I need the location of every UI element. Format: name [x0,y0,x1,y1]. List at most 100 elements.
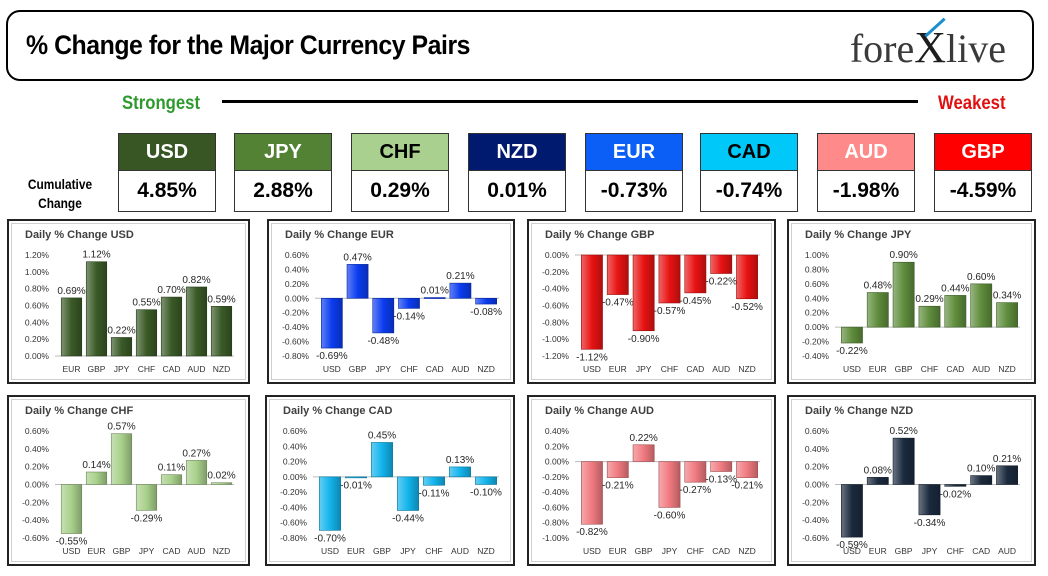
strength-scale-line [222,100,918,103]
chart-plot-nzd: -0.60% -0.40% -0.20% 0.00% 0.20% 0.40% 0.60% -0… [802,426,1021,556]
y-tick-label: -0.60% [802,533,829,543]
y-tick-label: -0.20% [542,472,569,482]
data-label: 0.01% [421,286,449,297]
data-label: 0.11% [158,463,186,474]
data-label: -0.82% [576,527,608,538]
logo-x-mark: X [914,17,946,73]
bar-cad [160,296,183,357]
data-label: -0.69% [316,351,348,362]
y-tick-label: 0.20% [805,308,830,318]
weakest-label: Weakest [938,93,1006,114]
x-tick-label: NZD [998,364,1015,374]
data-label: -0.21% [602,481,634,492]
strongest-label: Strongest [122,93,201,114]
y-tick-label: 0.00% [25,351,50,361]
currency-name: EUR [585,133,683,171]
chart-panel-gbp: Daily % Change GBP -1.20% -1.00% -0.80% -0.6… [527,219,776,384]
chart-panel-jpy: Daily % Change JPY -0.40% -0.20% 0.00% 0.20%… [787,219,1036,384]
x-tick-label: USD [321,546,339,556]
bar-gbp [632,444,655,462]
data-label: -1.12% [576,352,608,363]
bar-aud [449,466,471,478]
bar-chf [684,461,707,483]
bar-gbp [110,433,133,485]
x-tick-label: CAD [426,364,444,374]
y-tick-label: 1.00% [25,267,50,277]
x-tick-label: CHF [921,364,938,374]
data-label: -0.10% [470,488,502,499]
bar-aud [185,286,208,357]
bar-cad [970,475,993,485]
x-tick-label: JPY [662,546,678,556]
bar-cad [944,295,967,328]
bar-eur [866,477,889,485]
y-tick-label: -0.40% [542,284,569,294]
y-tick-label: -0.60% [542,301,569,311]
data-label: -0.22% [836,346,868,357]
currency-box-chf: CHF 0.29% [351,133,449,212]
bar-nzd [996,302,1018,328]
data-label: 0.59% [207,294,235,305]
cumulative-value: -1.98% [817,171,915,212]
y-tick-label: 0.60% [805,279,830,289]
x-tick-label: JPY [114,364,130,374]
bar-gbp [85,261,108,357]
bar-eur [606,254,629,295]
chart-title: Daily % Change CHF [25,405,134,417]
data-label: 0.90% [889,250,917,261]
y-tick-label: 0.00% [25,480,50,490]
chart-plot-eur: -0.80% -0.60% -0.40% -0.20% 0.00% 0.20% 0.40% 0… [282,250,502,374]
bar-nzd [736,461,758,478]
x-tick-label: GBP [895,546,913,556]
y-tick-label: 0.60% [283,426,308,436]
bar-gbp [892,261,915,328]
bar-usd [319,476,341,531]
y-tick-label: -0.60% [280,518,307,528]
bar-eur [345,476,367,479]
x-tick-label: USD [843,546,861,556]
y-tick-label: -0.40% [542,487,569,497]
chart-title: Daily % Change NZD [805,405,914,417]
currency-box-cad: CAD -0.74% [700,133,798,212]
data-label: 0.10% [967,464,995,475]
bar-usd [581,461,603,525]
currency-name: CAD [700,133,798,171]
currency-name: NZD [468,133,566,171]
y-tick-label: 0.40% [805,444,830,454]
data-label: 0.60% [967,272,995,283]
chart-title: Daily % Change GBP [545,229,655,241]
y-tick-label: -0.60% [22,533,49,543]
currency-box-usd: USD 4.85% [118,133,216,212]
x-tick-label: GBP [349,364,367,374]
bar-chf [423,476,445,486]
bar-aud [996,465,1018,485]
data-label: -0.90% [628,334,660,345]
data-label: -0.57% [654,306,686,317]
x-tick-label: JPY [400,546,416,556]
x-tick-label: CAD [946,364,964,374]
data-label: 0.34% [993,291,1021,302]
y-tick-label: 0.20% [805,462,830,472]
y-tick-label: 0.40% [25,317,50,327]
bar-gbp [346,264,369,299]
data-label: 0.22% [629,433,657,444]
x-tick-label: USD [583,546,601,556]
y-tick-label: -0.20% [22,497,49,507]
x-tick-label: JPY [922,546,938,556]
data-label: -0.52% [731,302,763,313]
x-tick-label: NZD [477,364,494,374]
x-tick-label: GBP [373,546,391,556]
x-tick-label: AUD [451,364,469,374]
x-tick-label: EUR [869,364,887,374]
y-tick-label: -0.80% [280,533,307,543]
x-tick-label: CAD [163,364,181,374]
x-tick-label: CHF [400,364,417,374]
data-label: -0.21% [731,481,763,492]
data-label: 0.48% [864,281,892,292]
chart-plot-gbp: -1.20% -1.00% -0.80% -0.60% -0.40% -0.20% 0.00… [542,250,763,374]
data-label: 0.21% [993,454,1021,465]
bar-nzd [736,254,758,300]
currency-name: AUD [817,133,915,171]
y-tick-label: 0.20% [283,457,308,467]
bar-aud [449,282,472,299]
